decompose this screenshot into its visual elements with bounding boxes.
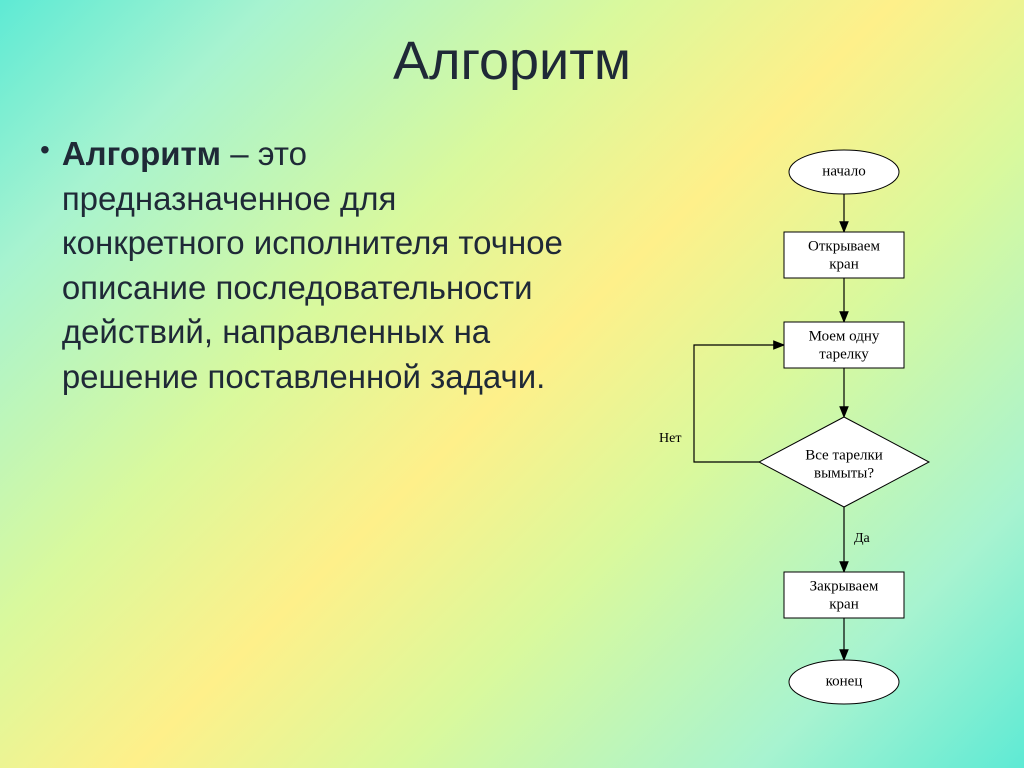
edge-label-Нет: Нет [659, 431, 681, 446]
definition-term: Алгоритм [62, 135, 221, 172]
definition-body: – это предназначенное для конкретного ис… [62, 135, 563, 395]
node-label-n3-2: кран [829, 596, 858, 612]
node-label-start: начало [822, 163, 865, 179]
node-label-end: конец [826, 673, 863, 689]
flowchart-svg: Да Нет начало Открываем кран Моем одну тарелк… [584, 112, 984, 752]
content-area: • Алгоритм – это предназначенное для кон… [0, 92, 1024, 740]
bullet-icon: • [40, 132, 50, 168]
node-label-n1-2: кран [829, 256, 858, 272]
node-label-n2-2: тарелку [819, 346, 869, 362]
definition-text: Алгоритм – это предназначенное для конкр… [62, 132, 584, 399]
edge-d1-n2 [694, 345, 784, 462]
node-label-n1-1: Открываем [808, 238, 880, 254]
edge-label-Да: Да [854, 531, 871, 546]
slide-title: Алгоритм [0, 0, 1024, 92]
node-label-n2-1: Моем одну [809, 328, 880, 344]
flowchart-container: Да Нет начало Открываем кран Моем одну тарелк… [584, 112, 984, 720]
node-label-n3-1: Закрываем [810, 578, 879, 594]
node-label-d1-1: Все тарелки [805, 447, 883, 463]
definition-block: • Алгоритм – это предназначенное для кон… [40, 112, 584, 720]
node-label-d1-2: вымыты? [814, 465, 874, 481]
